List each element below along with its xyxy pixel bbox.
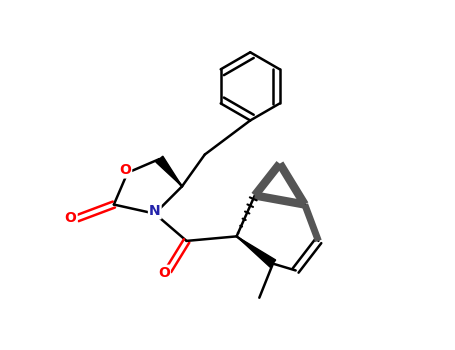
Text: O: O (119, 163, 131, 177)
Text: O: O (65, 211, 76, 225)
Text: N: N (149, 204, 161, 218)
Polygon shape (237, 236, 276, 267)
Polygon shape (156, 156, 182, 186)
Text: O: O (158, 266, 170, 280)
